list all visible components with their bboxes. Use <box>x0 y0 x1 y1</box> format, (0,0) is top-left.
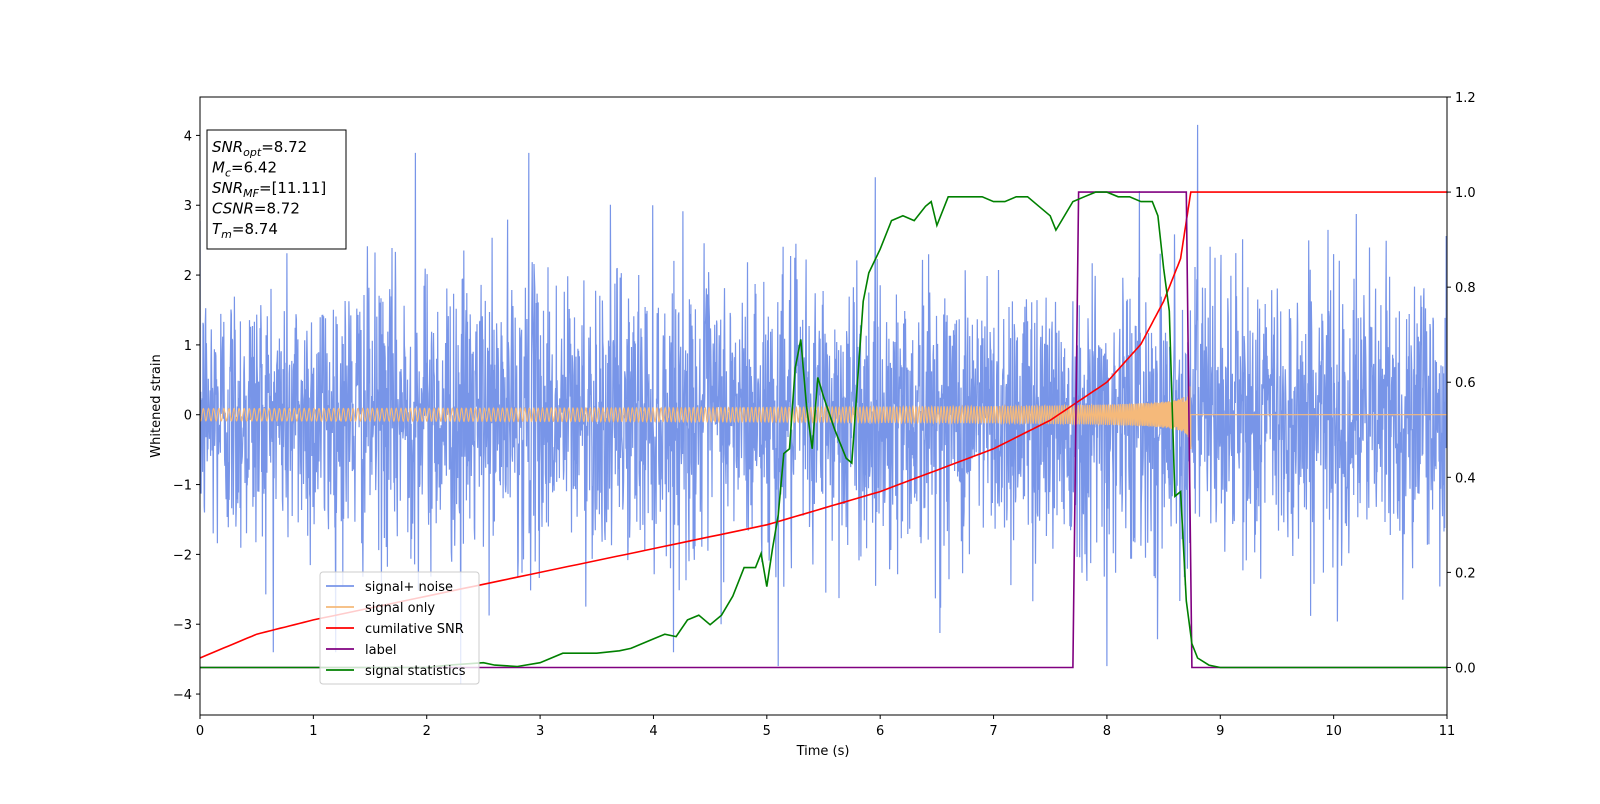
info-box-line: Mc=6.42 <box>212 159 277 180</box>
x-tick-label: 6 <box>876 724 884 739</box>
series-line-signal-statistics <box>200 191 1447 669</box>
x-tick-label: 9 <box>1216 724 1224 739</box>
legend: signal+ noise signal only cumilative SNR la… <box>319 571 480 685</box>
y-axis-right: 0.0 0.2 0.4 0.6 0.8 1.0 1.2 <box>1447 91 1476 676</box>
legend-label-signal-statistics: signal statistics <box>365 664 466 679</box>
y-tick-label: −4 <box>173 688 192 703</box>
y-tick-label: −2 <box>173 548 192 563</box>
x-tick-label: 10 <box>1325 724 1342 739</box>
x-tick-label: 5 <box>763 724 771 739</box>
y2-tick-label: 0.0 <box>1455 661 1476 676</box>
info-box: SNRopt=8.72Mc=6.42SNRMF=[11.11]CSNR=8.72… <box>206 129 347 250</box>
x-tick-label: 2 <box>423 724 431 739</box>
series-line-signal-noise <box>200 124 1447 684</box>
x-axis: 0 1 2 3 4 5 6 7 8 9 10 11 <box>196 715 1455 739</box>
info-box-line: CSNR=8.72 <box>212 200 300 218</box>
plot-frame <box>199 96 1448 716</box>
info-box-line: Tm=8.74 <box>212 220 278 241</box>
x-tick-label: 3 <box>536 724 544 739</box>
y2-tick-label: 0.4 <box>1455 471 1476 486</box>
y-tick-label: 2 <box>184 269 192 284</box>
x-tick-label: 4 <box>649 724 657 739</box>
y2-tick-label: 1.0 <box>1455 186 1476 201</box>
legend-label-cumilative-snr: cumilative SNR <box>365 622 464 637</box>
info-box-line: SNRopt=8.72 <box>212 138 307 159</box>
x-tick-label: 0 <box>196 724 204 739</box>
legend-label-label: label <box>365 643 396 658</box>
y2-tick-label: 0.8 <box>1455 281 1476 296</box>
y-tick-label: −3 <box>173 618 192 633</box>
series-line-signal-only <box>200 386 1447 450</box>
info-box-frame <box>206 129 347 250</box>
x-tick-label: 1 <box>309 724 317 739</box>
y-tick-label: 4 <box>184 129 192 144</box>
y2-tick-label: 0.2 <box>1455 566 1476 581</box>
legend-frame <box>319 571 480 685</box>
y-tick-label: 0 <box>184 409 192 424</box>
info-box-line: SNRMF=[11.11] <box>212 179 326 200</box>
y-tick-label: 1 <box>184 339 192 354</box>
x-axis-label: Time (s) <box>796 744 850 759</box>
y2-tick-label: 0.6 <box>1455 376 1476 391</box>
legend-label-signal-only: signal only <box>365 601 435 616</box>
x-tick-label: 8 <box>1103 724 1111 739</box>
y2-tick-label: 1.2 <box>1455 91 1476 106</box>
legend-label-signal-noise: signal+ noise <box>365 580 453 595</box>
x-tick-label: 11 <box>1439 724 1456 739</box>
y-axis-left: −4 −3 −2 −1 0 1 2 3 4 <box>173 129 200 703</box>
y-tick-label: −1 <box>173 479 192 494</box>
y-axis-label: Whitened strain <box>149 354 164 457</box>
y-tick-label: 3 <box>184 199 192 214</box>
x-tick-label: 7 <box>989 724 997 739</box>
